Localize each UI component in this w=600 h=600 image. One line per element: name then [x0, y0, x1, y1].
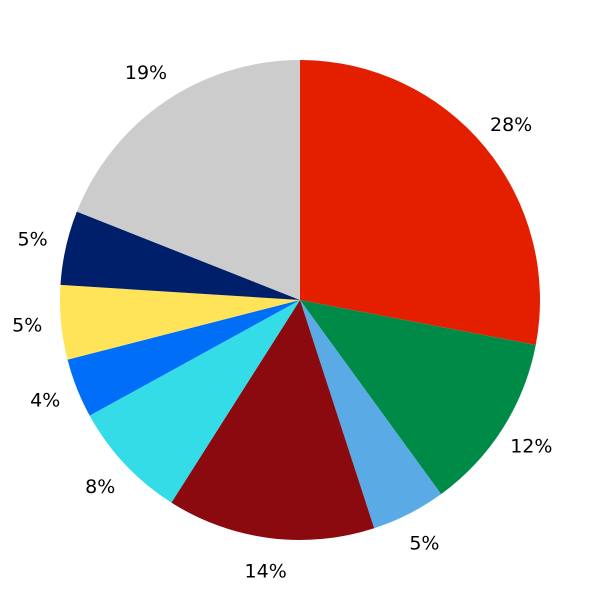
slice-label: 4% — [30, 389, 60, 411]
slice-label: 5% — [409, 533, 439, 555]
pie-slice — [300, 60, 540, 345]
pie-slice — [171, 300, 375, 540]
slice-label: 5% — [12, 314, 42, 336]
slice-label: 12% — [510, 435, 552, 457]
pie-slice — [67, 300, 300, 416]
pie-slice — [300, 300, 442, 529]
pie-slice — [60, 211, 300, 300]
slice-label: 14% — [245, 560, 287, 582]
slice-label: 8% — [85, 476, 115, 498]
pie-slice — [89, 300, 300, 503]
pie-slice — [76, 60, 301, 300]
pie-slice — [300, 300, 536, 495]
pie-slice — [59, 284, 300, 360]
slice-label: 28% — [490, 114, 532, 136]
slice-label: 5% — [18, 229, 48, 251]
slice-label: 19% — [125, 62, 167, 84]
